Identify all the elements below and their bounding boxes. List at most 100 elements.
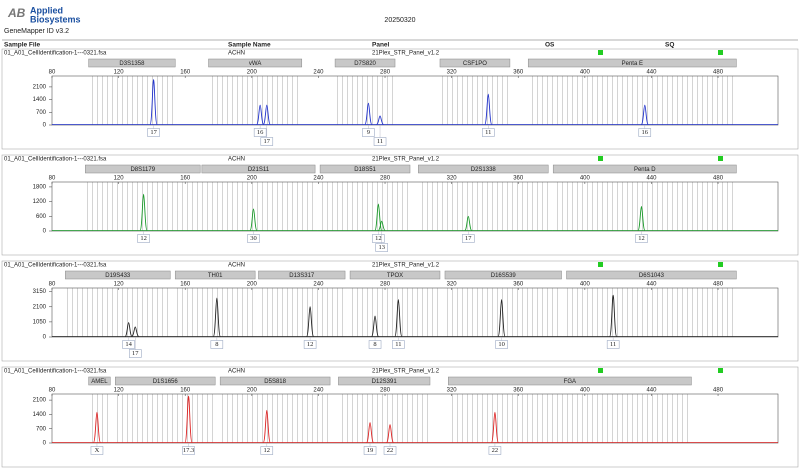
x-tick-label: 240 xyxy=(313,282,324,288)
marker-bar xyxy=(115,376,216,386)
allele-label: 12 xyxy=(307,341,314,348)
allele-label: 11 xyxy=(610,341,616,348)
marker-name: D8S1179 xyxy=(130,167,155,173)
brand: Biosystems xyxy=(30,14,81,24)
x-tick-label: 120 xyxy=(114,388,125,394)
marker-bar xyxy=(444,270,562,280)
marker-name: D5S818 xyxy=(264,379,286,385)
bin-set xyxy=(115,394,216,443)
status-os xyxy=(598,262,603,267)
peak xyxy=(371,315,379,337)
marker-name: D2S1338 xyxy=(471,167,497,173)
panel-name: 21Plex_STR_Panel_v1.2 xyxy=(372,157,440,163)
bin-set xyxy=(350,288,440,337)
panel-name: 21Plex_STR_Panel_v1.2 xyxy=(372,263,440,269)
peak xyxy=(394,299,403,337)
x-tick-label: 280 xyxy=(380,282,391,288)
marker-name: D6S1043 xyxy=(639,273,665,279)
y-tick-label: 1400 xyxy=(33,97,47,103)
bin-set xyxy=(258,288,346,337)
x-tick-label: 440 xyxy=(646,282,657,288)
allele-box xyxy=(462,234,475,243)
sample-name: ACHN xyxy=(228,51,245,57)
peak xyxy=(212,297,221,337)
allele-label: 16 xyxy=(257,129,264,136)
panel: 01_A01_CellIdentification-1---0321.fsa AC… xyxy=(1,260,799,362)
peak xyxy=(364,102,373,125)
status-os xyxy=(598,50,603,55)
bin-set xyxy=(335,76,396,125)
allele-label: 17 xyxy=(465,235,472,242)
bin-set xyxy=(65,288,171,337)
marker-bar xyxy=(349,270,441,280)
column-header: Sample File xyxy=(4,42,41,49)
allele-label: 12 xyxy=(375,235,382,242)
marker-name: vWA xyxy=(249,61,261,67)
x-tick-label: 200 xyxy=(247,70,258,76)
marker-name: FGA xyxy=(564,379,576,385)
date: 20250320 xyxy=(384,17,415,24)
x-tick-label: 480 xyxy=(713,388,724,394)
x-tick-label: 120 xyxy=(114,282,125,288)
panel: 01_A01_CellIdentification-1---0321.fsa AC… xyxy=(1,48,799,150)
bin-set xyxy=(418,182,549,231)
sample-file: 01_A01_CellIdentification-1---0321.fsa xyxy=(4,157,107,163)
panel-frame xyxy=(1,48,799,150)
y-tick-label: 1800 xyxy=(33,184,47,190)
peak xyxy=(306,306,315,337)
marker-name: TH01 xyxy=(208,273,223,279)
allele-label: 12 xyxy=(140,235,147,242)
column-header: OS xyxy=(545,42,555,49)
peak xyxy=(640,104,649,125)
allele-box xyxy=(368,340,382,349)
allele-box xyxy=(137,234,150,243)
y-tick-label: 2100 xyxy=(33,398,47,404)
allele-box xyxy=(495,340,508,349)
bin-set xyxy=(553,182,737,231)
y-tick-label: 0 xyxy=(43,335,47,341)
marker-bar xyxy=(566,270,737,280)
allele-box xyxy=(363,446,377,455)
panel-frame xyxy=(1,260,799,362)
y-tick-label: 0 xyxy=(43,441,47,447)
y-tick-label: 3150 xyxy=(33,289,47,295)
x-tick-label: 200 xyxy=(247,282,258,288)
bin-set xyxy=(448,394,692,443)
x-tick-label: 240 xyxy=(313,176,324,182)
allele-label: 22 xyxy=(492,447,499,454)
allele-box xyxy=(247,234,260,243)
marker-name: Penta E xyxy=(622,61,643,67)
logo: AB xyxy=(7,6,26,20)
column-header: Panel xyxy=(372,42,390,49)
x-tick-label: 120 xyxy=(114,70,125,76)
plot-frame xyxy=(51,181,779,232)
allele-label: 11 xyxy=(377,138,383,145)
peak xyxy=(131,326,139,337)
x-tick-label: 480 xyxy=(713,176,724,182)
allele-label: 11 xyxy=(485,129,491,136)
x-tick-label: 440 xyxy=(646,176,657,182)
x-tick-label: 120 xyxy=(114,176,125,182)
status-sq xyxy=(718,50,723,55)
plot-frame xyxy=(51,393,779,444)
allele-box xyxy=(260,137,274,146)
peak xyxy=(366,422,374,443)
x-tick-label: 160 xyxy=(180,388,191,394)
y-tick-label: 0 xyxy=(43,123,47,129)
bin-set xyxy=(88,76,176,125)
x-tick-label: 400 xyxy=(580,282,591,288)
allele-label: 14 xyxy=(125,341,132,348)
peak xyxy=(376,115,384,125)
peak xyxy=(149,79,158,125)
allele-box xyxy=(482,128,495,137)
status-sq xyxy=(718,368,723,373)
marker-name: D16S539 xyxy=(491,273,517,279)
allele-label: 11 xyxy=(395,341,401,348)
allele-box xyxy=(383,446,397,455)
panel-name: 21Plex_STR_Panel_v1.2 xyxy=(372,369,440,375)
y-tick-label: 600 xyxy=(36,214,47,220)
marker-name: D12S391 xyxy=(372,379,398,385)
bin-set xyxy=(528,76,737,125)
bin-set xyxy=(175,288,256,337)
allele-label: 17 xyxy=(150,129,157,136)
